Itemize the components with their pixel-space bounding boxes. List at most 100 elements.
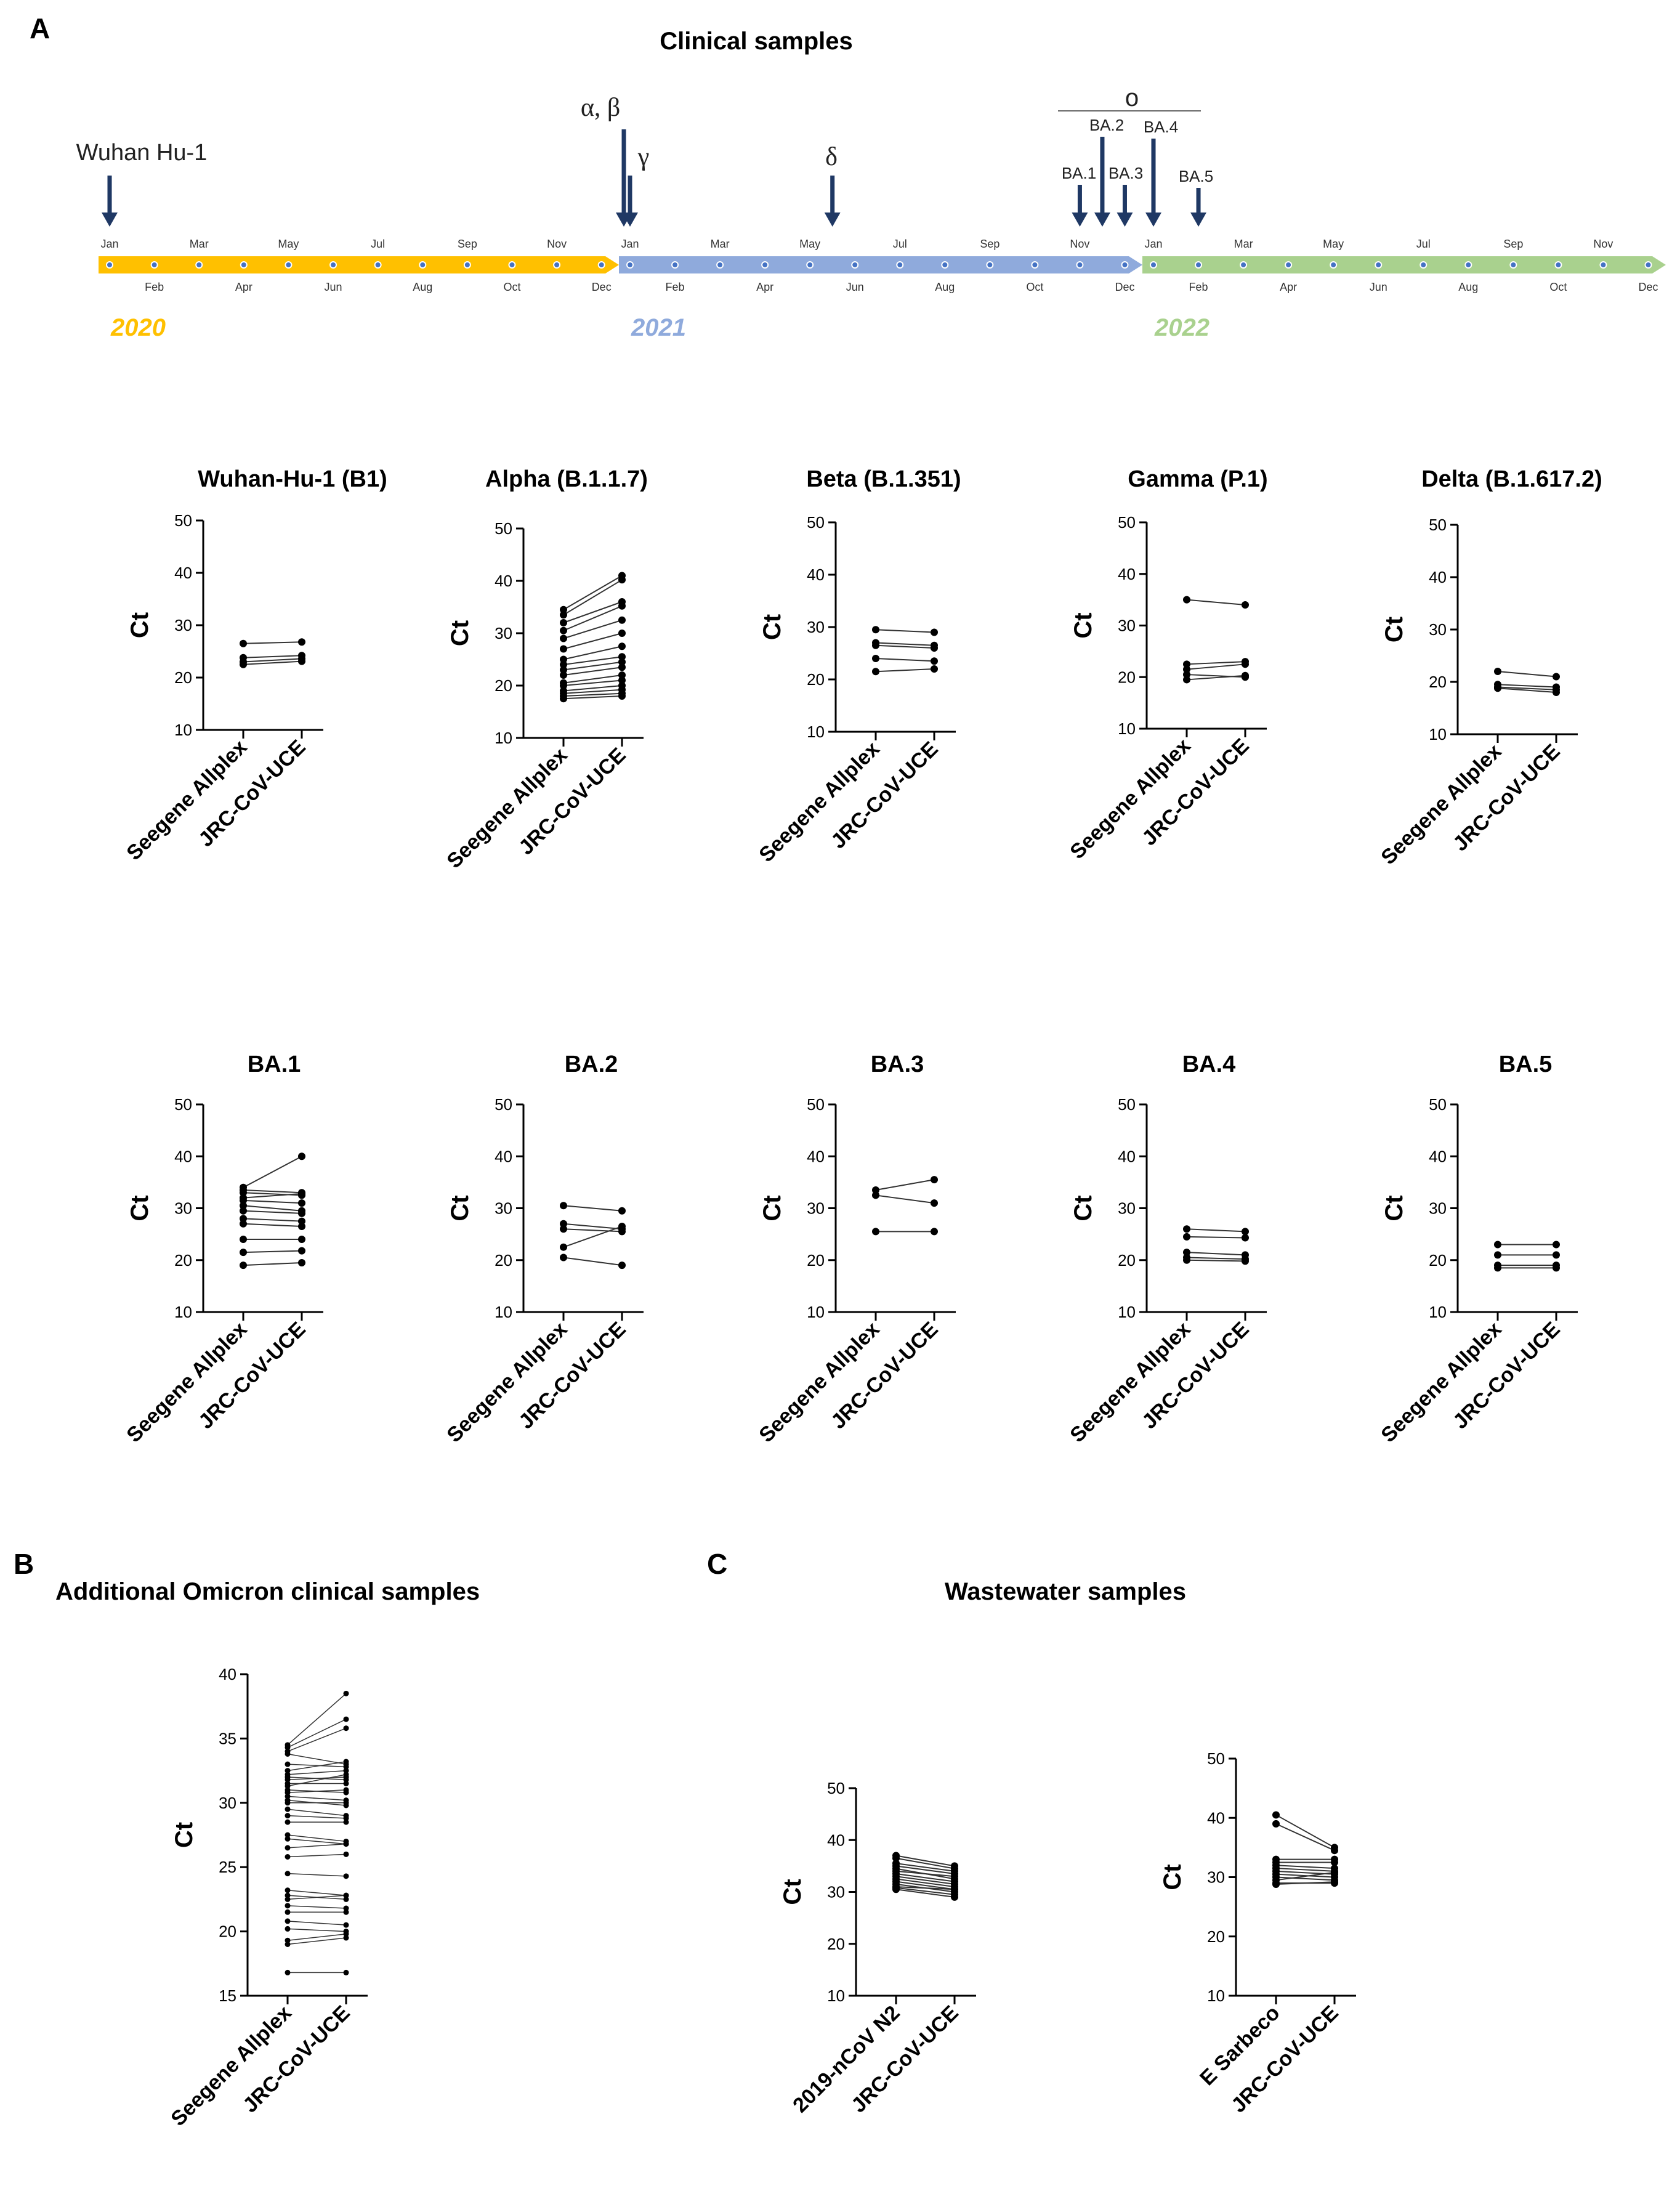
pair-line [1186,1252,1246,1256]
y-tick-label: 20 [807,1251,825,1270]
data-point [343,1909,349,1915]
y-tick-label: 10 [827,1986,845,2005]
y-tick-label: 20 [1429,1251,1447,1270]
data-point [285,1937,291,1943]
data-point [1183,1233,1190,1241]
month-label: Aug [1458,281,1478,293]
pair-line [287,1921,347,1926]
data-point [872,655,879,662]
pair-line [895,1857,955,1869]
y-tick-label: 20 [827,1935,845,1953]
month-label: Mar [711,238,730,250]
data-point [343,1905,349,1911]
pair-line [563,633,623,650]
data-point [285,1776,291,1783]
data-point [1242,1228,1249,1236]
month-dot [896,261,904,269]
month-label: Sep [1503,238,1523,250]
pair-line [1275,1865,1335,1869]
month-dot [1150,261,1157,269]
data-point [931,1199,938,1207]
pair-line [563,1226,623,1248]
y-tick-label: 50 [1207,1749,1225,1768]
pair-line [287,1928,347,1932]
data-point [298,657,305,665]
pair-line [287,1761,347,1772]
year-label: 2021 [631,314,686,341]
data-point [285,1903,291,1909]
y-tick-label: 10 [807,1303,825,1321]
data-point [1272,1820,1280,1828]
data-point [285,1783,291,1789]
y-tick-label: 20 [495,1251,512,1270]
pair-line [287,1890,347,1896]
data-point [240,1189,247,1197]
y-tick-label: 10 [495,1303,512,1321]
pair-line [287,1753,347,1765]
x-tick-label: JRC-CoV-UCE [194,735,310,851]
data-point [343,1780,349,1786]
data-point [1183,1225,1190,1233]
pair-line [1275,1876,1335,1881]
x-tick-label: JRC-CoV-UCE [238,2001,354,2117]
data-point [343,1896,349,1902]
month-label: Apr [756,281,773,293]
month-label: Jun [846,281,864,293]
pair-line [287,1789,347,1793]
month-dot [374,261,382,269]
month-label: Aug [413,281,432,293]
month-label: Jun [325,281,342,293]
data-point [343,1787,349,1793]
month-dot [1031,261,1039,269]
pair-line [895,1873,955,1882]
data-point [1183,596,1190,604]
month-label: Dec [1638,281,1658,293]
y-axis-label: Ct [1381,1195,1408,1221]
pair-line [563,619,623,639]
pair-line [563,674,623,684]
pair-line [1186,1257,1246,1260]
data-point [560,1202,567,1210]
x-tick-label: JRC-CoV-UCE [1448,740,1564,856]
month-dot [285,261,293,269]
y-tick-label: 30 [1429,620,1447,639]
pair-line [287,1719,347,1748]
pair-line [243,1199,302,1204]
month-dot [761,261,769,269]
pair-line [563,689,623,694]
data-point [1553,1251,1560,1259]
month-label: Feb [145,281,164,293]
pair-line [243,1250,302,1253]
data-point [1183,660,1190,668]
pair-line [1275,1868,1335,1872]
month-dot [1375,261,1383,269]
data-point [285,1853,291,1860]
data-point [872,1186,879,1194]
data-point [560,682,567,689]
month-label: Apr [1280,281,1297,293]
data-point [1494,668,1501,675]
y-axis-label: Ct [171,1822,198,1848]
data-point [1331,1858,1338,1866]
data-point [285,1909,291,1915]
x-tick-label: JRC-CoV-UCE [1137,734,1253,850]
month-dot [851,261,859,269]
month-label: Feb [666,281,685,293]
variant-label: Wuhan Hu-1 [76,140,208,166]
month-dot [1195,261,1203,269]
pair-line [243,658,302,663]
data-point [285,1969,291,1975]
data-point [1183,676,1190,684]
y-tick-label: 35 [219,1729,236,1748]
chart-title: Wuhan-Hu-1 (B1) [198,466,387,492]
y-tick-label: 30 [1118,617,1136,635]
month-label: Jan [100,238,118,250]
data-point [285,1941,291,1947]
pair-line [563,656,623,665]
data-point [1553,673,1560,681]
y-tick-label: 30 [1207,1868,1225,1887]
data-point [560,655,567,663]
y-tick-label: 30 [807,618,825,636]
